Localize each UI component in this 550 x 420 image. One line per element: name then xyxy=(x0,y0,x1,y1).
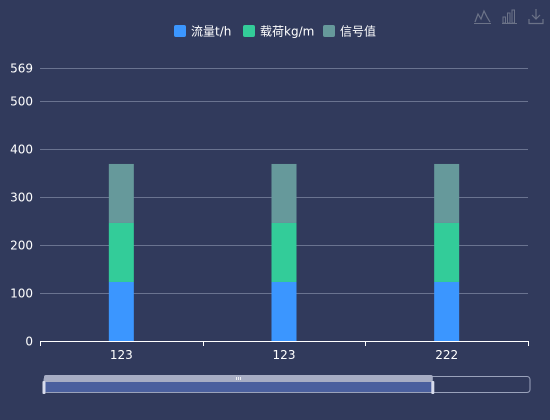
bar[interactable] xyxy=(108,163,134,223)
legend-label: 载荷kg/m xyxy=(260,25,314,39)
bar[interactable] xyxy=(108,281,134,341)
data-zoom-slider[interactable] xyxy=(42,375,531,394)
bar[interactable] xyxy=(271,281,297,341)
bar[interactable] xyxy=(271,222,297,282)
y-tick-label: 500 xyxy=(10,95,33,109)
bar[interactable] xyxy=(271,163,297,223)
legend-label: 流量t/h xyxy=(191,25,231,39)
zoom-start-handle[interactable] xyxy=(42,381,46,394)
x-axis: 123 123 222 xyxy=(40,341,529,362)
legend-label: 信号值 xyxy=(340,24,376,39)
y-tick-label: 400 xyxy=(10,143,33,157)
y-tick-label: 100 xyxy=(10,287,33,301)
legend-item[interactable]: 流量t/h xyxy=(174,25,231,39)
line-chart-icon[interactable] xyxy=(474,9,491,24)
download-icon[interactable] xyxy=(528,9,544,25)
bar[interactable] xyxy=(108,222,134,282)
x-tick-label: 222 xyxy=(435,348,458,362)
toolbox[interactable] xyxy=(474,9,544,25)
zoom-end-handle[interactable] xyxy=(431,381,435,394)
bar[interactable] xyxy=(434,163,460,223)
x-tick-label: 123 xyxy=(110,348,133,362)
legend[interactable]: 流量t/h 载荷kg/m 信号值 xyxy=(174,24,376,39)
legend-swatch xyxy=(174,25,186,37)
x-tick-label: 123 xyxy=(273,348,296,362)
bar[interactable] xyxy=(434,222,460,282)
bars[interactable] xyxy=(108,163,460,341)
bar-chart-icon[interactable] xyxy=(502,9,517,24)
y-tick-label: 569 xyxy=(10,62,33,76)
zoom-selection[interactable] xyxy=(44,382,433,392)
legend-item[interactable]: 信号值 xyxy=(323,24,376,39)
y-tick-label: 300 xyxy=(10,191,33,205)
legend-item[interactable]: 载荷kg/m xyxy=(243,25,314,39)
legend-swatch xyxy=(323,25,335,37)
y-axis-labels: 0 100 200 300 400 500 569 xyxy=(10,62,33,349)
bar[interactable] xyxy=(434,281,460,341)
y-tick-label: 0 xyxy=(25,335,33,349)
y-tick-label: 200 xyxy=(10,239,33,253)
legend-swatch xyxy=(243,25,255,37)
